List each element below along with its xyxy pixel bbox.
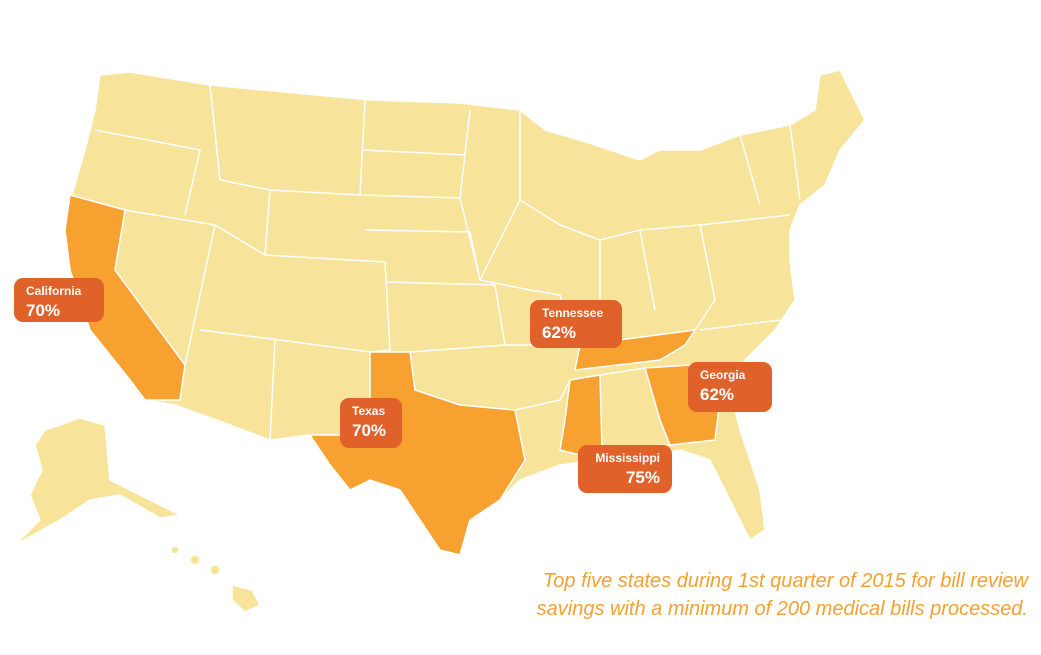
callout-value: 75%: [626, 468, 660, 487]
callout-value: 62%: [542, 323, 576, 342]
callout-box: [340, 398, 402, 448]
us-map: [14, 69, 866, 613]
alaska: [14, 417, 181, 546]
state-texas: [309, 351, 526, 556]
callout-box: [688, 362, 772, 412]
callout-value: 70%: [352, 421, 386, 440]
callouts: California 70% Tennessee 62% Texas 70% Georgia…: [14, 278, 772, 493]
caption-line: Top five states during 1st quarter of 20…: [543, 570, 1030, 592]
callout-box: [530, 300, 622, 348]
callout-state: Tennessee: [542, 306, 603, 320]
callout-box: [14, 278, 104, 322]
callout-value: 70%: [26, 301, 60, 320]
callout-state: California: [26, 284, 82, 298]
caption-line: savings with a minimum of 200 medical bi…: [537, 598, 1028, 620]
callout-state: Mississippi: [595, 451, 660, 465]
state-tennessee: [574, 329, 696, 371]
state-california: [64, 194, 186, 401]
callout-value: 62%: [700, 385, 734, 404]
callout-box: [578, 445, 672, 493]
callout-state: Georgia: [700, 368, 746, 382]
callout-state: Texas: [352, 404, 385, 418]
hawaii: [170, 545, 261, 613]
